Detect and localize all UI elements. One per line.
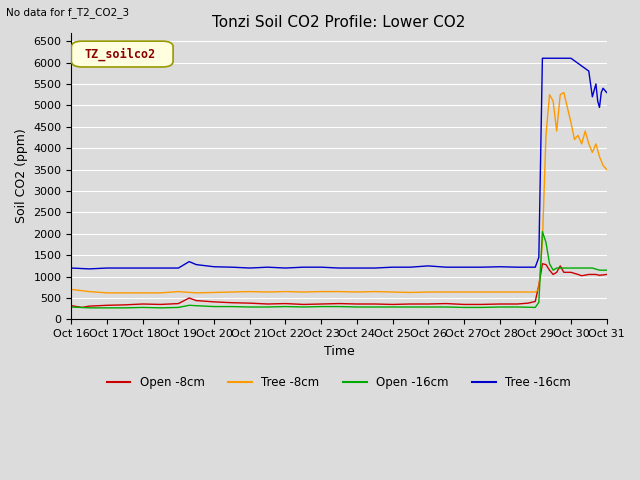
Y-axis label: Soil CO2 (ppm): Soil CO2 (ppm) bbox=[15, 129, 28, 223]
Legend: Open -8cm, Tree -8cm, Open -16cm, Tree -16cm: Open -8cm, Tree -8cm, Open -16cm, Tree -… bbox=[102, 372, 576, 394]
Title: Tonzi Soil CO2 Profile: Lower CO2: Tonzi Soil CO2 Profile: Lower CO2 bbox=[212, 15, 466, 30]
FancyBboxPatch shape bbox=[72, 41, 173, 67]
Text: No data for f_T2_CO2_3: No data for f_T2_CO2_3 bbox=[6, 7, 129, 18]
X-axis label: Time: Time bbox=[324, 345, 355, 358]
Text: TZ_soilco2: TZ_soilco2 bbox=[84, 48, 156, 61]
